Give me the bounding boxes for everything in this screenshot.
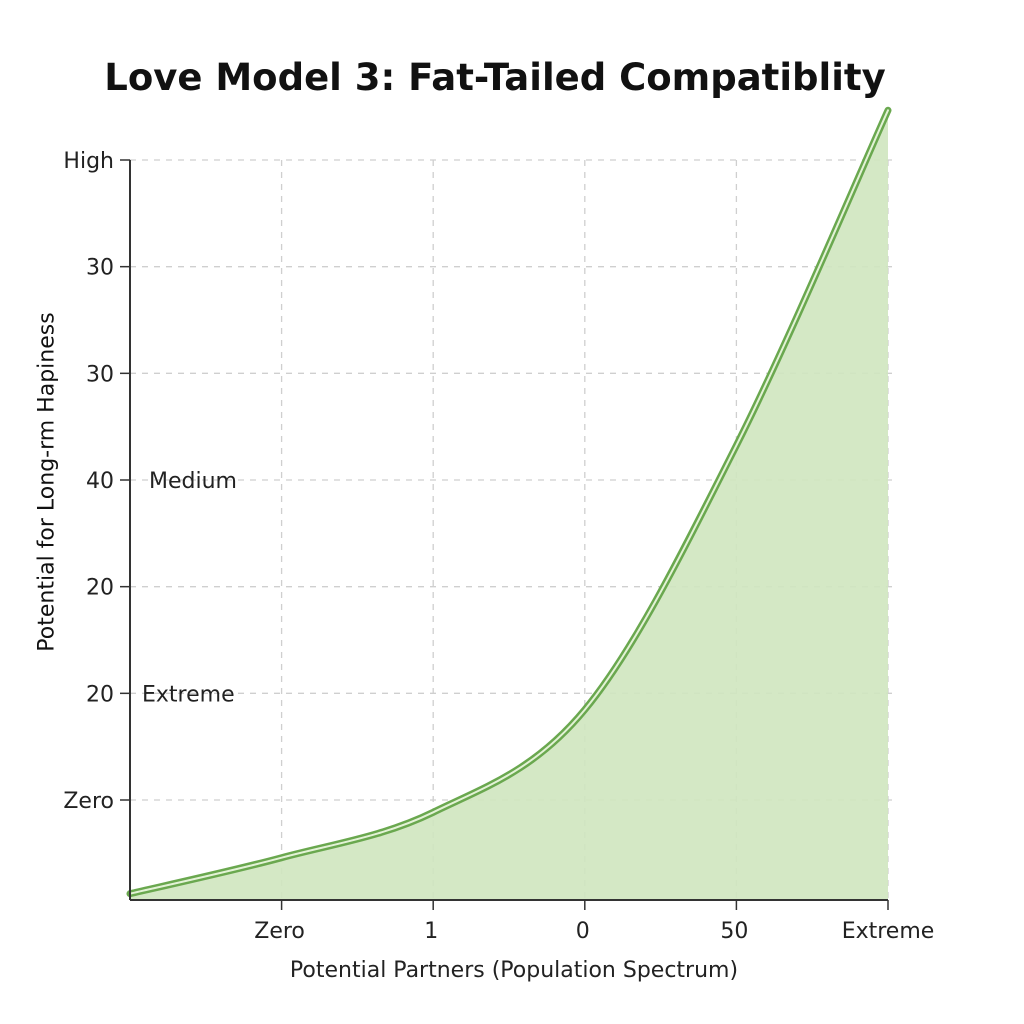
y-tick-label: 40 [86, 469, 114, 494]
y-tick-label: 20 [86, 576, 114, 601]
area-fill [130, 110, 888, 901]
y-tick-label: 30 [86, 256, 114, 281]
y-tick-label: 20 [86, 682, 114, 707]
x-tick-label: 50 [720, 919, 748, 944]
inline-category-label: Extreme [142, 682, 235, 707]
inline-labels: Medium Extreme [142, 469, 237, 707]
x-tick-label: 1 [424, 919, 438, 944]
x-axis-ticks: Zero 1 0 50 Extreme [254, 900, 934, 944]
y-tick-label: 30 [86, 362, 114, 387]
x-axis-title: Potential Partners (Population Spectrum) [289, 958, 739, 983]
chart-title: Love Model 3: Fat-Tailed Compatiblity [104, 56, 886, 99]
y-tick-label: Zero [63, 789, 114, 814]
series-line-highlight [129, 109, 889, 895]
y-axis-ticks: High 30 30 40 20 20 Zero [63, 149, 130, 814]
x-tick-label: Extreme [842, 919, 935, 944]
inline-category-label: Medium [149, 469, 237, 494]
x-tick-label: Zero [254, 919, 305, 944]
x-tick-label: 0 [576, 919, 590, 944]
y-tick-label: High [63, 149, 114, 174]
